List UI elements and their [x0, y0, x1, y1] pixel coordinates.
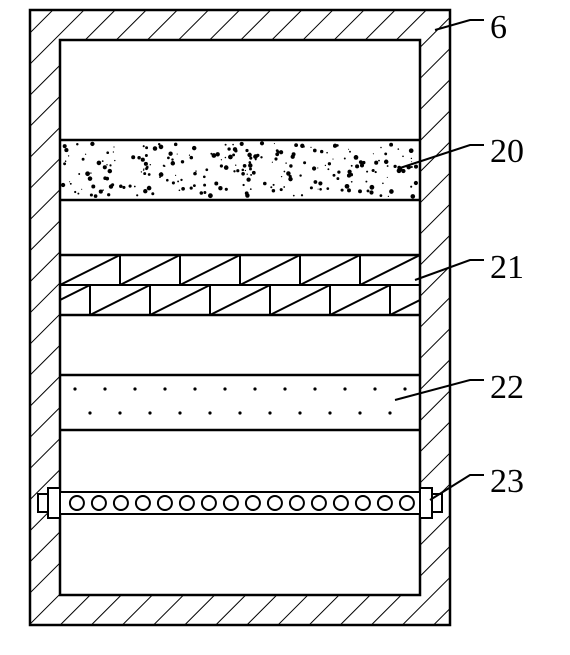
callout-label-22: 22	[490, 369, 524, 406]
layer20	[60, 140, 420, 200]
callout-label-21: 21	[490, 249, 524, 286]
layer23	[60, 492, 420, 514]
callout-label-6: 6	[490, 9, 507, 46]
outer-box	[30, 10, 450, 625]
layer22	[60, 375, 420, 430]
wall-hatch	[30, 10, 450, 625]
callout-label-23: 23	[490, 463, 524, 500]
callout-label-20: 20	[490, 133, 524, 170]
